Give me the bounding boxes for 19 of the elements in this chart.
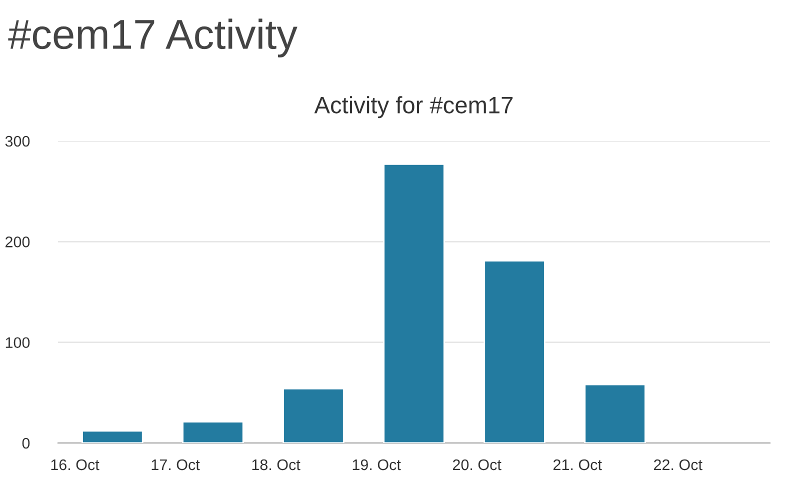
x-tick-label: 21. Oct — [553, 459, 602, 470]
x-tick-label: 22. Oct — [654, 459, 702, 470]
bar — [383, 163, 445, 443]
y-tick-label: 300 — [5, 136, 30, 147]
y-tick-label: 0 — [22, 438, 30, 449]
bar — [82, 430, 144, 443]
x-tick-label: 18. Oct — [252, 459, 300, 470]
y-tick-label: 100 — [6, 337, 30, 348]
x-tick-label: 17. Oct — [152, 459, 200, 470]
x-tick-label: 19. Oct — [352, 459, 401, 470]
chart-title: Activity for #cem17 — [314, 96, 513, 118]
x-tick-label: 16. Oct — [51, 459, 100, 470]
bar — [584, 384, 646, 443]
bar — [182, 421, 244, 443]
x-tick-label: 20. Oct — [452, 459, 502, 470]
y-tick-label: 200 — [6, 236, 30, 248]
text: #cem17 Activity — [8, 18, 298, 58]
bar — [282, 388, 344, 443]
bar — [484, 260, 546, 443]
